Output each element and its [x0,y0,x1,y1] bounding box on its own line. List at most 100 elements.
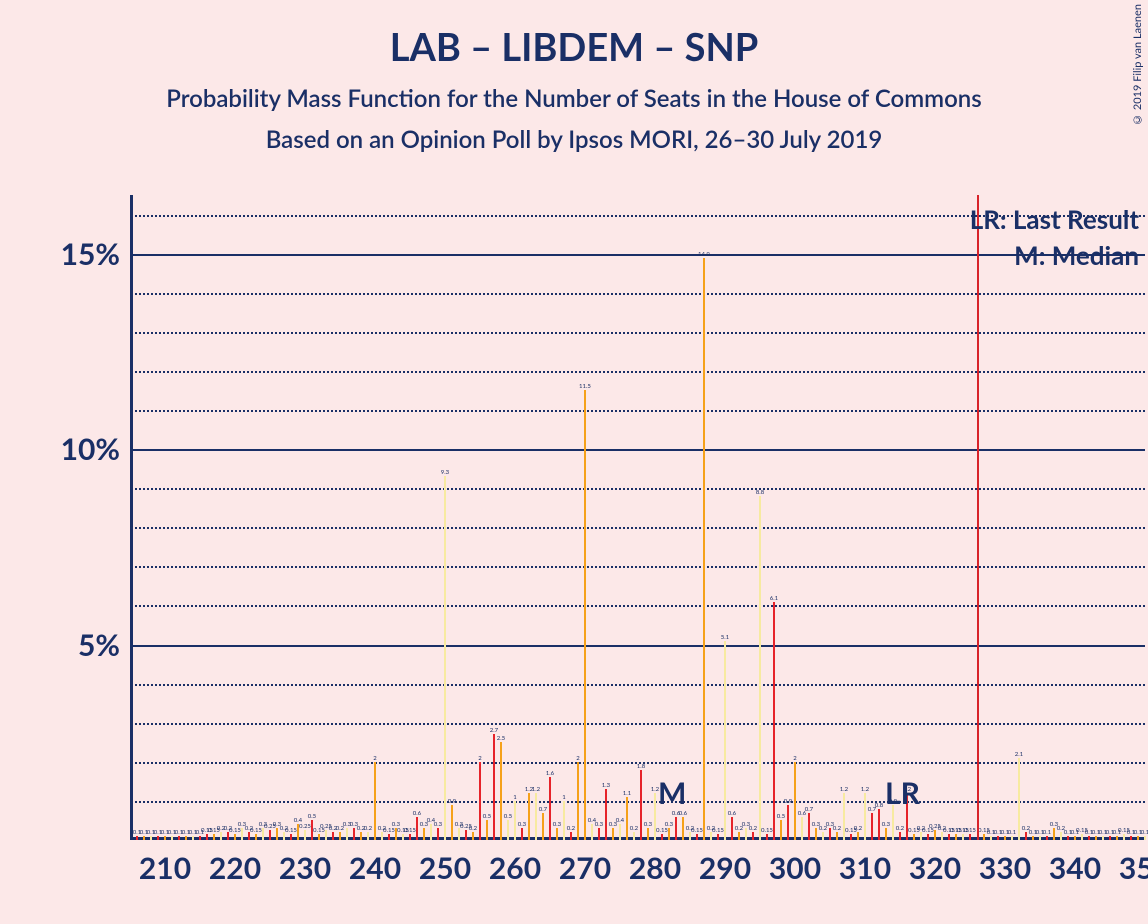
bar-value-label: 0.3 [644,821,652,828]
bar: 0.1 [1039,836,1041,840]
x-tick-label: 310 [839,840,891,886]
bar-value-label: 0.15 [691,827,703,834]
bar: 0.15 [206,834,208,840]
bar: 0.6 [731,817,733,840]
bar: 0.5 [486,820,488,840]
gridline-major [130,645,1145,647]
bar: 0.2 [1060,832,1062,840]
bar: 0.15 [948,834,950,840]
bar: 1.2 [528,793,530,840]
bar-value-label: 1.3 [602,782,610,789]
bar-value-label: 0.3 [882,821,890,828]
bar: 0.15 [234,834,236,840]
bar-value-label: 14.9 [698,251,710,258]
bar: 8.8 [759,496,761,840]
gridline-minor [130,605,1145,607]
bar: 0.1 [150,836,152,840]
bar: 0.6 [801,817,803,840]
bar: 0.15 [255,834,257,840]
bar: 0.15 [983,834,985,840]
bar: 0.6 [675,817,677,840]
bar-value-label: 11.5 [579,383,591,390]
bar-value-label: 0.5 [308,813,316,820]
bar: 0.15 [661,834,663,840]
bar: 0.4 [430,824,432,840]
bar-value-label: 1 [513,794,516,801]
bar: 0.1 [192,836,194,840]
bar: 0.25 [304,830,306,840]
bar: 0.1 [997,836,999,840]
gridline-minor [130,527,1145,529]
bar-value-label: 1.1 [623,790,631,797]
bar: 1.1 [626,797,628,840]
bar: 0.15 [766,834,768,840]
bar-value-label: 0.9 [448,798,456,805]
bar: 0.1 [1046,836,1048,840]
last-result-annotation: LR [885,775,920,811]
bar: 0.3 [612,828,614,840]
bar: 0.7 [871,813,873,840]
bar-value-label: 2 [373,755,376,762]
bar-value-label: 0.3 [518,821,526,828]
bar-value-label: 0.15 [964,827,976,834]
bar: 0.15 [1081,834,1083,840]
bar-value-label: 0.7 [539,806,547,813]
bar: 0.1 [164,836,166,840]
bar: 2 [479,762,481,840]
bar: 0.3 [353,828,355,840]
bar: 0.3 [241,828,243,840]
gridline-minor [130,410,1145,412]
bar-value-label: 0.15 [285,827,297,834]
bar: 0.1 [143,836,145,840]
bar: 0.2 [822,832,824,840]
bar: 0.1 [990,836,992,840]
bar: 0.1 [178,836,180,840]
bar: 0.5 [780,820,782,840]
bar: 0.9 [787,805,789,840]
bar: 0.3 [598,828,600,840]
bar: 0.2 [899,832,901,840]
bar: 0.15 [717,834,719,840]
bar: 1.6 [549,777,551,840]
x-tick-label: 210 [139,840,191,886]
bar-value-label: 0.25 [299,823,311,830]
legend-last-result: LR: Last Result [970,203,1139,235]
bar: 0.4 [619,824,621,840]
bar-value-label: 0.4 [616,817,624,824]
bar: 0.15 [913,834,915,840]
bar-value-label: 0.7 [805,806,813,813]
bar: 0.3 [1053,828,1055,840]
bar: 0.15 [213,834,215,840]
chart-title: LAB – LIBDEM – SNP [0,0,1148,70]
bar: 1.8 [640,770,642,840]
bar-value-label: 0.9 [784,798,792,805]
bar-value-label: 0.5 [777,813,785,820]
bar: 2 [794,762,796,840]
bar: 14.9 [703,258,705,840]
bar: 0.1 [1116,836,1118,840]
bar: 0.4 [591,824,593,840]
bar-value-label: 0.6 [728,810,736,817]
bar-value-label: 9.3 [441,469,449,476]
bar: 0.9 [451,805,453,840]
x-tick-label: 320 [909,840,961,886]
bar: 0.3 [885,828,887,840]
bar: 0.2 [857,832,859,840]
bar: 0.15 [962,834,964,840]
gridline-minor [130,723,1145,725]
copyright-text: © 2019 Filip van Laenen [1131,4,1144,126]
bar-value-label: 8.8 [756,489,764,496]
bar-value-label: 5.1 [721,634,729,641]
bar: 0.15 [696,834,698,840]
last-result-line [977,195,979,840]
chart-subtitle-1: Probability Mass Function for the Number… [0,70,1148,113]
bar: 0.2 [633,832,635,840]
gridline-minor [130,488,1145,490]
bar-value-label: 0.2 [833,825,841,832]
bar: 0.2 [367,832,369,840]
bar: 0.3 [346,828,348,840]
bar-value-label: 0.3 [595,821,603,828]
x-tick-label: 330 [979,840,1031,886]
bar: 0.15 [388,834,390,840]
bar: 0.1 [1067,836,1069,840]
